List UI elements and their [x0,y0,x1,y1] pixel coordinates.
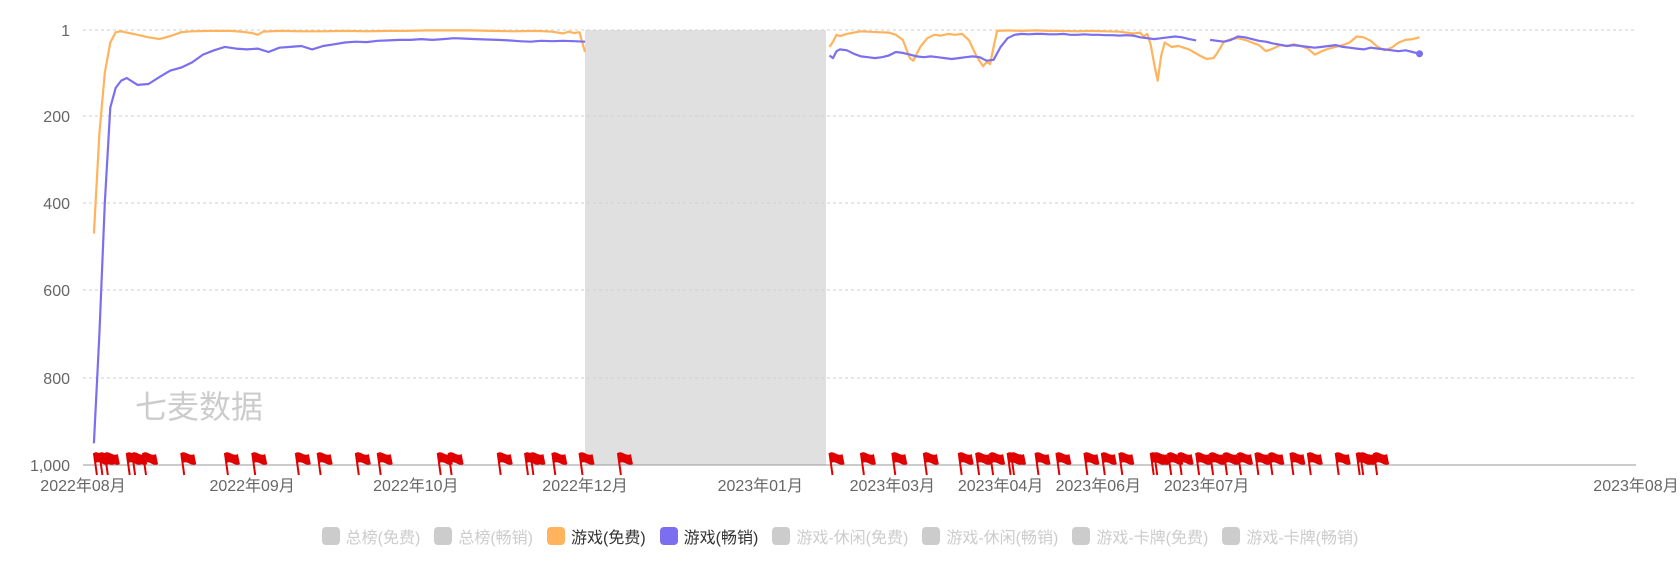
y-tick-label: 1,000 [30,458,70,475]
series-line [92,29,587,234]
event-flag-icon[interactable] [1359,452,1376,476]
x-tick-label: 2022年10月 [373,477,458,495]
event-flag-icon[interactable] [828,452,845,476]
event-flag-icon[interactable] [1237,452,1253,476]
event-flag-icon[interactable] [447,452,464,476]
event-flag-icon[interactable] [1118,452,1135,476]
event-flag-icon[interactable] [1034,452,1051,476]
legend-item[interactable]: 游戏-卡牌(畅销) [1222,524,1358,548]
series-line [828,32,1197,62]
y-gridlines [83,29,1636,379]
series-end-dot [1416,50,1424,58]
x-tick-label: 2023年03月 [850,477,935,495]
event-flag-icon[interactable] [1209,452,1226,476]
series-line [92,37,586,444]
legend-label: 游戏(免费) [571,530,646,547]
legend-item[interactable]: 总榜(畅销) [434,524,533,548]
x-tick-label: 2022年08月 [40,477,125,495]
y-tick-label: 600 [43,283,70,300]
event-flag-icon[interactable] [1334,452,1351,476]
x-tick-label: 2022年09月 [209,477,294,495]
event-flag-icon[interactable] [551,452,568,476]
legend-swatch [659,527,678,545]
event-flag-icon[interactable] [957,452,974,476]
event-flag-icon[interactable] [1195,452,1212,476]
event-flag-icon[interactable] [975,452,992,476]
event-flag-icon[interactable] [142,452,158,476]
event-flag-icon[interactable] [251,452,268,476]
y-axis: 1 200 400 600 800 1,000 [30,23,70,475]
legend-item[interactable]: 游戏-休闲(免费) [772,524,908,548]
legend-label: 游戏-卡牌(免费) [1096,530,1209,547]
legend-swatch [922,527,941,545]
watermark: 七麦数据 [135,389,263,425]
legend: 总榜(免费) 总榜(畅销) 游戏(免费) 游戏(畅销) 游戏-休闲(免费) 游戏-休闲(畅… [0,523,1680,549]
legend-label: 游戏(畅销) [683,530,759,547]
series-game-grossing [92,32,1424,444]
event-flag-icon[interactable] [891,452,908,476]
event-flag-icon[interactable] [989,452,1006,476]
gap-region [585,30,826,465]
x-axis: 2022年08月 2022年09月 2022年10月 2022年12月 2023年01月… [40,464,1679,495]
x-tick-label: 2023年07月 [1164,477,1249,495]
legend-item[interactable]: 总榜(免费) [321,524,421,548]
event-flag-icon[interactable] [616,452,633,476]
legend-item[interactable]: 游戏(免费) [547,524,646,548]
event-flag-icon[interactable] [578,452,595,476]
series-lines [92,29,1424,444]
legend-swatch [434,527,453,545]
event-flags [92,452,1390,476]
event-flag-icon[interactable] [1083,452,1100,476]
event-flag-icon[interactable] [103,452,120,476]
event-flag-icon[interactable] [1153,452,1170,476]
legend-swatch [772,527,791,545]
event-flag-icon[interactable] [376,452,393,476]
event-flag-icon[interactable] [1373,452,1390,476]
y-tick-label: 400 [43,196,70,213]
legend-swatch [321,527,340,545]
x-tick-label: 2023年06月 [1056,477,1141,495]
legend-label: 游戏-休闲(免费) [796,530,909,547]
x-tick-label: 2023年08月 [1593,477,1678,495]
event-flag-icon[interactable] [1268,452,1285,476]
event-flag-icon[interactable] [354,452,371,476]
x-tick-label: 2022年12月 [542,477,627,495]
event-flag-icon[interactable] [294,452,311,476]
legend-swatch [1222,527,1241,545]
legend-item[interactable]: 游戏-卡牌(免费) [1072,524,1208,548]
event-flag-icon[interactable] [180,452,197,476]
event-flag-icon[interactable] [1010,452,1026,476]
legend-item[interactable]: 游戏-休闲(畅销) [922,524,1058,548]
series-line [1209,35,1420,55]
event-flag-icon[interactable] [223,452,240,476]
event-flag-icon[interactable] [496,452,513,476]
legend-label: 游戏-休闲(畅销) [946,530,1059,547]
event-flag-icon[interactable] [1289,452,1306,476]
event-flag-icon[interactable] [1306,452,1323,476]
event-flag-icon[interactable] [1177,452,1194,476]
event-flag-icon[interactable] [529,452,546,476]
event-flag-icon[interactable] [922,452,939,476]
legend-item[interactable]: 游戏(畅销) [659,524,759,548]
legend-swatch [547,527,565,545]
legend-label: 总榜(畅销) [458,530,533,547]
x-tick-label: 2023年01月 [718,477,803,495]
no-data-region [585,30,826,465]
legend-label: 游戏-卡牌(畅销) [1246,530,1359,547]
event-flag-icon[interactable] [859,452,876,476]
y-tick-label: 200 [43,109,70,126]
legend-label: 总榜(免费) [345,530,421,547]
y-tick-label: 800 [43,371,70,388]
y-tick-label: 1 [61,23,70,40]
x-tick-label: 2023年04月 [958,477,1043,495]
event-flag-icon[interactable] [1055,452,1072,476]
event-flag-icon[interactable] [1100,452,1117,476]
event-flag-icon[interactable] [316,452,333,476]
legend-swatch [1072,527,1091,545]
event-flag-icon[interactable] [1254,452,1271,476]
event-flag-icon[interactable] [1223,452,1239,476]
